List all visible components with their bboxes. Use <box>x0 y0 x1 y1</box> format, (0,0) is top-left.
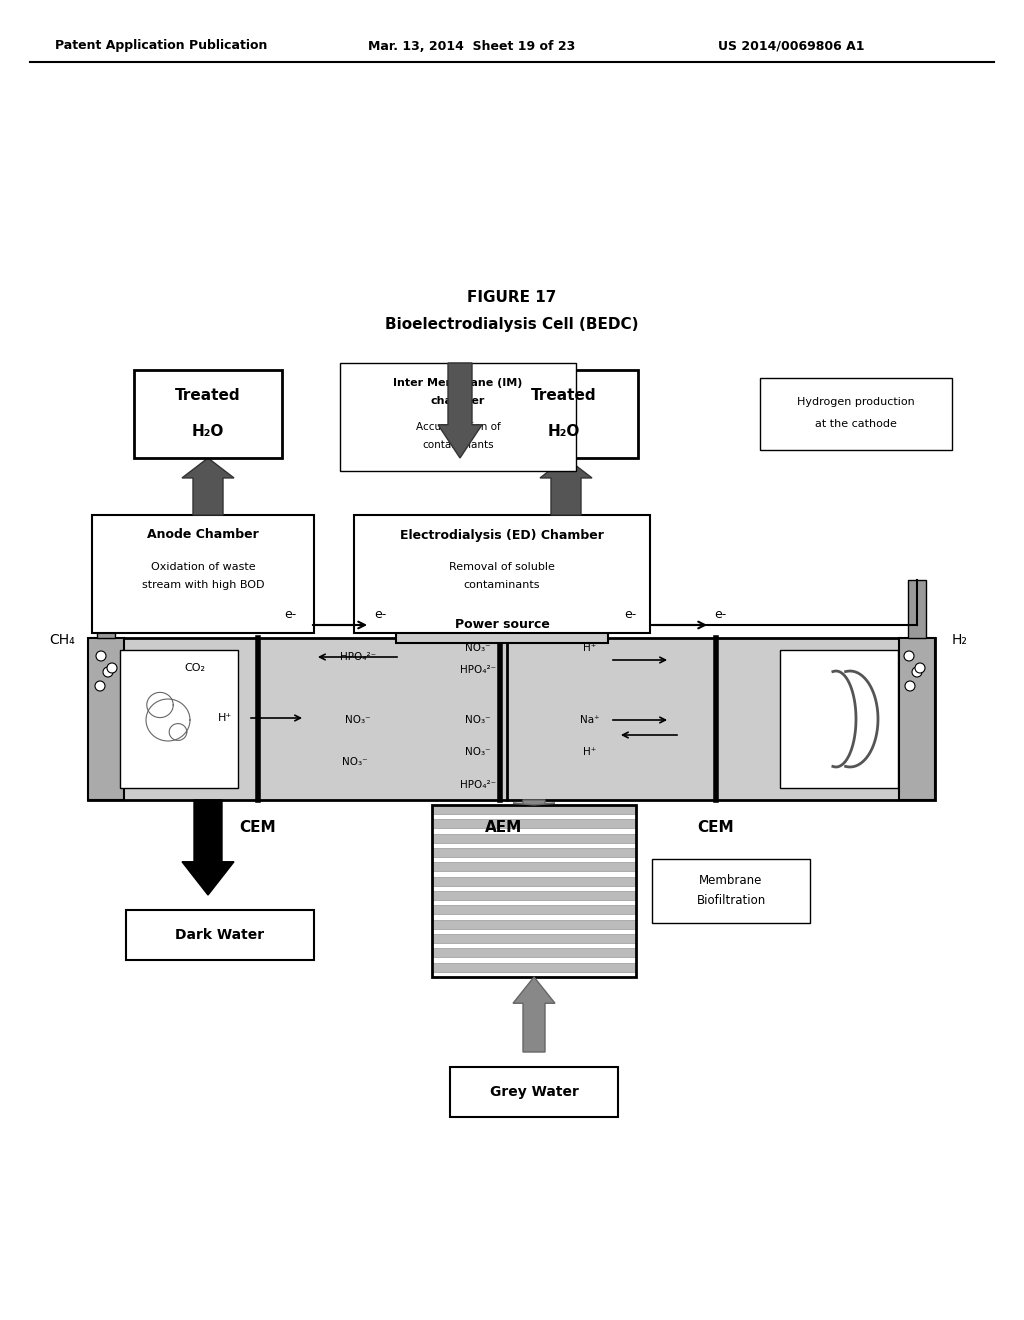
Circle shape <box>106 663 117 673</box>
Text: Treated: Treated <box>175 388 241 404</box>
Text: Inter Membrane (IM): Inter Membrane (IM) <box>393 378 522 388</box>
Text: Dark Water: Dark Water <box>175 928 264 942</box>
Circle shape <box>96 651 106 661</box>
Text: contaminants: contaminants <box>422 440 494 450</box>
Bar <box>432 862 636 871</box>
Bar <box>97 579 115 638</box>
Bar <box>396 607 608 643</box>
Circle shape <box>904 651 914 661</box>
Text: H⁺: H⁺ <box>218 713 232 723</box>
Text: H₂O: H₂O <box>191 425 224 440</box>
Text: Grey Water: Grey Water <box>489 1085 579 1100</box>
Bar <box>88 638 124 800</box>
Text: CH₄: CH₄ <box>49 634 75 647</box>
Text: Removal of soluble: Removal of soluble <box>450 562 555 572</box>
Bar <box>432 906 636 915</box>
Bar <box>432 962 636 972</box>
Text: e-: e- <box>714 609 726 622</box>
Bar <box>432 876 636 886</box>
Text: NO₃⁻: NO₃⁻ <box>342 756 368 767</box>
Text: Membrane: Membrane <box>699 874 763 887</box>
Bar <box>432 920 636 928</box>
Circle shape <box>905 681 915 690</box>
Text: CEM: CEM <box>697 821 734 836</box>
Circle shape <box>912 667 922 677</box>
Bar <box>354 515 650 634</box>
Text: chamber: chamber <box>431 396 485 407</box>
Text: H₂O: H₂O <box>548 425 581 440</box>
Text: Hydrogen production: Hydrogen production <box>797 397 914 407</box>
Text: Anode Chamber: Anode Chamber <box>147 528 259 541</box>
Polygon shape <box>513 800 555 805</box>
Bar <box>450 1067 618 1117</box>
Bar <box>432 834 636 842</box>
Polygon shape <box>540 458 592 515</box>
Text: Accumulation of: Accumulation of <box>416 422 501 432</box>
Bar <box>432 820 636 828</box>
Bar <box>432 805 636 814</box>
Text: Bioelectrodialysis Cell (BEDC): Bioelectrodialysis Cell (BEDC) <box>385 318 639 333</box>
Text: HPO₄²⁻: HPO₄²⁻ <box>340 652 376 663</box>
Text: NO₃⁻: NO₃⁻ <box>465 715 490 725</box>
Bar <box>432 948 636 957</box>
Text: H₂: H₂ <box>952 634 968 647</box>
Text: NO₃⁻: NO₃⁻ <box>465 643 490 653</box>
Bar <box>760 378 952 450</box>
Bar <box>126 909 314 960</box>
Bar <box>92 515 314 634</box>
Circle shape <box>95 681 105 690</box>
Bar <box>120 649 238 788</box>
Bar <box>780 649 898 788</box>
Bar <box>340 363 575 471</box>
Bar <box>432 805 636 977</box>
Text: US 2014/0069806 A1: US 2014/0069806 A1 <box>718 40 864 53</box>
Text: AEM: AEM <box>485 821 522 836</box>
Text: H⁺: H⁺ <box>584 643 597 653</box>
Text: e-: e- <box>624 609 636 622</box>
Polygon shape <box>182 800 234 895</box>
Text: FIGURE 17: FIGURE 17 <box>467 290 557 305</box>
Polygon shape <box>182 458 234 515</box>
Text: Patent Application Publication: Patent Application Publication <box>55 40 267 53</box>
Text: Biofiltration: Biofiltration <box>696 895 766 908</box>
Circle shape <box>915 663 925 673</box>
Circle shape <box>103 667 113 677</box>
Text: e-: e- <box>374 609 386 622</box>
Text: Treated: Treated <box>531 388 597 404</box>
Bar <box>88 638 935 800</box>
Text: HPO₄²⁻: HPO₄²⁻ <box>460 780 496 789</box>
Polygon shape <box>438 363 482 458</box>
Polygon shape <box>513 977 555 1052</box>
Text: NO₃⁻: NO₃⁻ <box>345 715 371 725</box>
Text: Oxidation of waste: Oxidation of waste <box>151 562 255 572</box>
Text: NO₃⁻: NO₃⁻ <box>465 747 490 756</box>
Text: HPO₄²⁻: HPO₄²⁻ <box>460 665 496 675</box>
Text: H⁺: H⁺ <box>584 747 597 756</box>
Bar <box>908 579 926 638</box>
Text: Na⁺: Na⁺ <box>581 715 600 725</box>
Bar <box>432 935 636 942</box>
Text: at the cathode: at the cathode <box>815 418 897 429</box>
Bar <box>490 370 638 458</box>
Text: stream with high BOD: stream with high BOD <box>141 579 264 590</box>
Text: CEM: CEM <box>240 821 276 836</box>
Bar <box>899 638 935 800</box>
Bar <box>432 847 636 857</box>
Bar <box>134 370 282 458</box>
Text: CO₂: CO₂ <box>184 663 206 673</box>
Text: Electrodialysis (ED) Chamber: Electrodialysis (ED) Chamber <box>400 528 604 541</box>
Text: Mar. 13, 2014  Sheet 19 of 23: Mar. 13, 2014 Sheet 19 of 23 <box>368 40 575 53</box>
Text: contaminants: contaminants <box>464 579 541 590</box>
Text: Power source: Power source <box>455 619 550 631</box>
Text: e-: e- <box>284 609 296 622</box>
Bar <box>432 891 636 900</box>
Bar <box>652 859 810 923</box>
